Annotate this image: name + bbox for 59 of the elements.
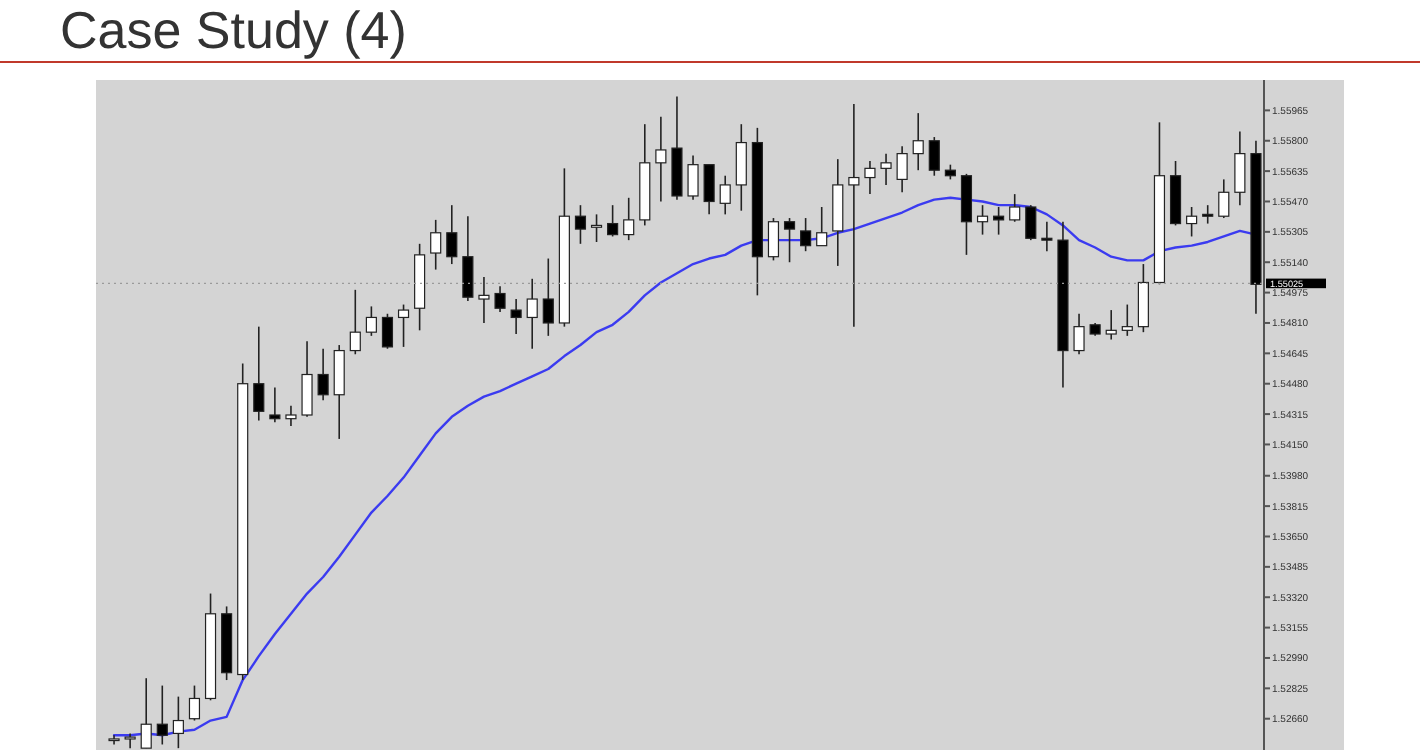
candlestick <box>397 303 410 348</box>
candlestick <box>1041 220 1053 252</box>
candlestick <box>590 213 603 243</box>
chart-title: Case Study (4) <box>60 0 407 60</box>
candlestick <box>1234 130 1246 206</box>
candlestick <box>607 204 619 238</box>
candlestick <box>767 217 780 262</box>
candlestick <box>574 204 587 245</box>
candlestick <box>783 217 796 264</box>
candlestick <box>687 154 699 201</box>
candlestick <box>349 289 361 356</box>
candlestick <box>381 312 394 350</box>
candlestick <box>896 145 908 194</box>
candlestick <box>317 347 329 402</box>
candlestick <box>671 95 683 201</box>
candlestick <box>912 112 924 171</box>
candlestick <box>301 340 313 418</box>
candlestick <box>864 160 876 195</box>
candlestick <box>655 116 667 203</box>
candlestick <box>1137 263 1149 333</box>
candlestick <box>880 152 892 186</box>
candlestick <box>172 695 184 749</box>
candlestick <box>1025 204 1037 241</box>
candlestick <box>993 206 1005 236</box>
candlestick <box>462 215 474 302</box>
candlestick <box>1073 312 1085 356</box>
candlestick <box>848 103 860 328</box>
candlestick <box>703 163 715 216</box>
candlestick <box>623 197 635 241</box>
candlestick <box>800 217 812 252</box>
candlestick <box>816 206 828 247</box>
candlestick <box>1121 303 1133 337</box>
candlestick <box>269 386 281 424</box>
candlestick <box>542 257 554 337</box>
candlestick <box>1218 178 1230 219</box>
candlestick <box>1009 193 1021 223</box>
candlestick <box>140 677 152 749</box>
candlestick <box>510 298 522 335</box>
candlestick <box>365 305 377 337</box>
candlestick <box>735 123 747 212</box>
candlestick <box>960 173 973 256</box>
candlestick <box>832 158 844 267</box>
candlestick <box>478 276 490 324</box>
candlestick <box>494 285 506 313</box>
candlestick <box>1186 206 1198 238</box>
candlestick <box>156 684 168 746</box>
candlestick <box>1169 160 1182 227</box>
candlestick <box>928 136 940 177</box>
candlestick <box>333 344 345 440</box>
candlestick <box>1202 204 1214 225</box>
candlestick <box>430 219 442 271</box>
candlestick <box>253 325 265 422</box>
candlestick <box>719 174 731 216</box>
candlestick <box>188 684 201 722</box>
candlestick <box>285 405 297 427</box>
candlestick <box>124 732 136 749</box>
candlestick <box>446 204 458 265</box>
candlestick <box>526 277 538 350</box>
candlestick <box>1105 309 1117 341</box>
